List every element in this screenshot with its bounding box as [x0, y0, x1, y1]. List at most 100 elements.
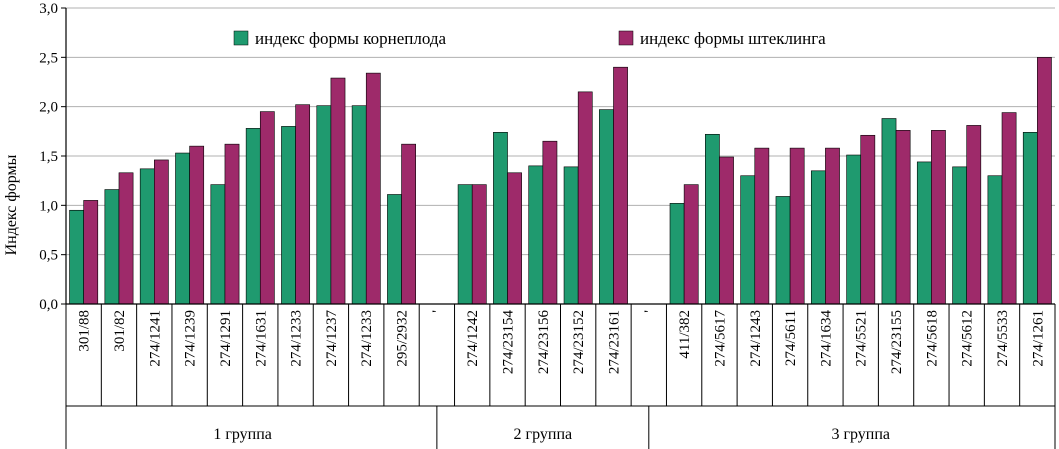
bar-cutting: [365, 72, 381, 305]
bar-root: [599, 109, 614, 305]
bar-cutting: [577, 91, 593, 305]
legend: индекс формы корнеплода индекс формы ште…: [233, 29, 826, 48]
bar-cutting: [754, 147, 770, 305]
bar-cutting: [542, 140, 558, 305]
category-label: 274/1243: [748, 310, 764, 367]
bar-cutting: [1001, 112, 1017, 305]
category-label: 274/23156: [536, 310, 552, 375]
bar-root: [493, 132, 508, 305]
bars: [69, 57, 1052, 305]
y-tick-label: 0,5: [39, 248, 58, 264]
bar-cutting: [789, 147, 805, 305]
category-label: 274/5618: [924, 310, 940, 367]
bar-cutting: [259, 111, 275, 305]
category-label: 295/2932: [395, 310, 411, 367]
bar-root: [457, 184, 473, 305]
group-labels: 1 группа 2 группа 3 группа: [213, 426, 890, 443]
bar-root: [740, 175, 756, 305]
y-axis-label: Индекс формы: [3, 154, 20, 255]
bar-cutting: [154, 159, 169, 305]
bar-root: [810, 170, 826, 305]
y-tick-labels: 0,0 0,5 1,0 1,5 2,0 2,5 3,0: [39, 1, 58, 313]
bar-root: [528, 165, 544, 305]
y-tick-label: 3,0: [39, 1, 58, 17]
group-label: 2 группа: [514, 426, 573, 443]
bar-root: [175, 152, 190, 305]
category-label: 301/88: [77, 310, 93, 352]
bar-cutting: [860, 134, 876, 305]
category-label: 274/1233: [289, 310, 305, 367]
legend-swatch-root: [233, 30, 249, 46]
bar-root: [387, 194, 402, 305]
bar-cutting: [683, 184, 699, 305]
category-label: ': [642, 310, 658, 313]
bar-root: [1022, 132, 1038, 305]
category-label: 274/5617: [712, 310, 728, 367]
bar-cutting: [189, 145, 205, 305]
bar-cutting: [613, 66, 628, 305]
bar-root: [705, 133, 720, 305]
bar-cutting: [401, 143, 416, 305]
category-label: 274/1233: [359, 310, 375, 367]
bar-root: [316, 105, 332, 305]
bar-root: [916, 161, 932, 305]
bar-cutting: [83, 200, 99, 305]
bar-cutting: [1037, 57, 1052, 305]
bar-cutting: [471, 184, 487, 305]
bar-root: [952, 166, 967, 305]
bar-cutting: [966, 125, 982, 305]
bar-root: [881, 118, 897, 305]
bar-cutting: [295, 104, 311, 305]
bar-root: [563, 166, 579, 305]
bar-root: [104, 189, 120, 305]
category-label: 274/23155: [889, 310, 905, 374]
bar-root: [669, 203, 685, 305]
category-label: ': [430, 310, 446, 313]
y-tick-label: 2,5: [39, 50, 58, 66]
bar-cutting: [931, 130, 946, 305]
bar-root: [775, 196, 791, 305]
bar-cutting: [719, 156, 734, 305]
category-labels: 301/88 301/82 274/1241 274/1239 274/1291 274/…: [77, 310, 1047, 375]
category-label: 274/5612: [960, 310, 976, 367]
legend-swatch-cutting: [618, 30, 634, 46]
bar-cutting: [118, 172, 134, 305]
axes: [61, 7, 1056, 449]
bar-root: [210, 184, 226, 305]
category-label: 274/1242: [465, 310, 481, 367]
category-label: 274/23161: [606, 310, 622, 374]
category-label: 274/1239: [183, 310, 199, 367]
category-label: 274/1261: [1030, 310, 1046, 367]
bar-root: [69, 209, 84, 305]
y-tick-label: 1,0: [39, 198, 58, 214]
bar-cutting: [224, 143, 240, 305]
bar-root: [281, 126, 296, 305]
category-label: 274/5521: [854, 310, 870, 367]
category-label: 274/1631: [253, 310, 269, 367]
bar-root: [351, 105, 367, 305]
bar-root: [245, 128, 261, 305]
group-label: 3 группа: [831, 426, 890, 443]
bar-cutting: [895, 130, 911, 305]
bar-root: [987, 175, 1003, 305]
category-label: 274/5533: [995, 310, 1011, 367]
category-label: 301/82: [112, 310, 128, 352]
category-label: 274/1634: [818, 310, 834, 367]
bar-cutting: [330, 77, 346, 305]
bar-root: [139, 168, 155, 305]
category-label: 411/382: [677, 310, 693, 359]
legend-label-root: индекс формы корнеплода: [255, 29, 446, 48]
bar-cutting: [507, 172, 522, 305]
bar-cutting: [825, 147, 840, 305]
y-tick-label: 2,0: [39, 100, 58, 116]
bar-root: [846, 154, 862, 305]
category-label: 274/1241: [147, 310, 163, 367]
category-label: 274/23152: [571, 310, 587, 374]
category-label: 274/1237: [324, 310, 340, 367]
y-tick-label: 0,0: [39, 297, 58, 313]
y-tick-label: 1,5: [39, 149, 58, 165]
group-label: 1 группа: [213, 426, 272, 443]
category-label: 274/1291: [218, 310, 234, 367]
category-label: 274/5611: [783, 310, 799, 366]
